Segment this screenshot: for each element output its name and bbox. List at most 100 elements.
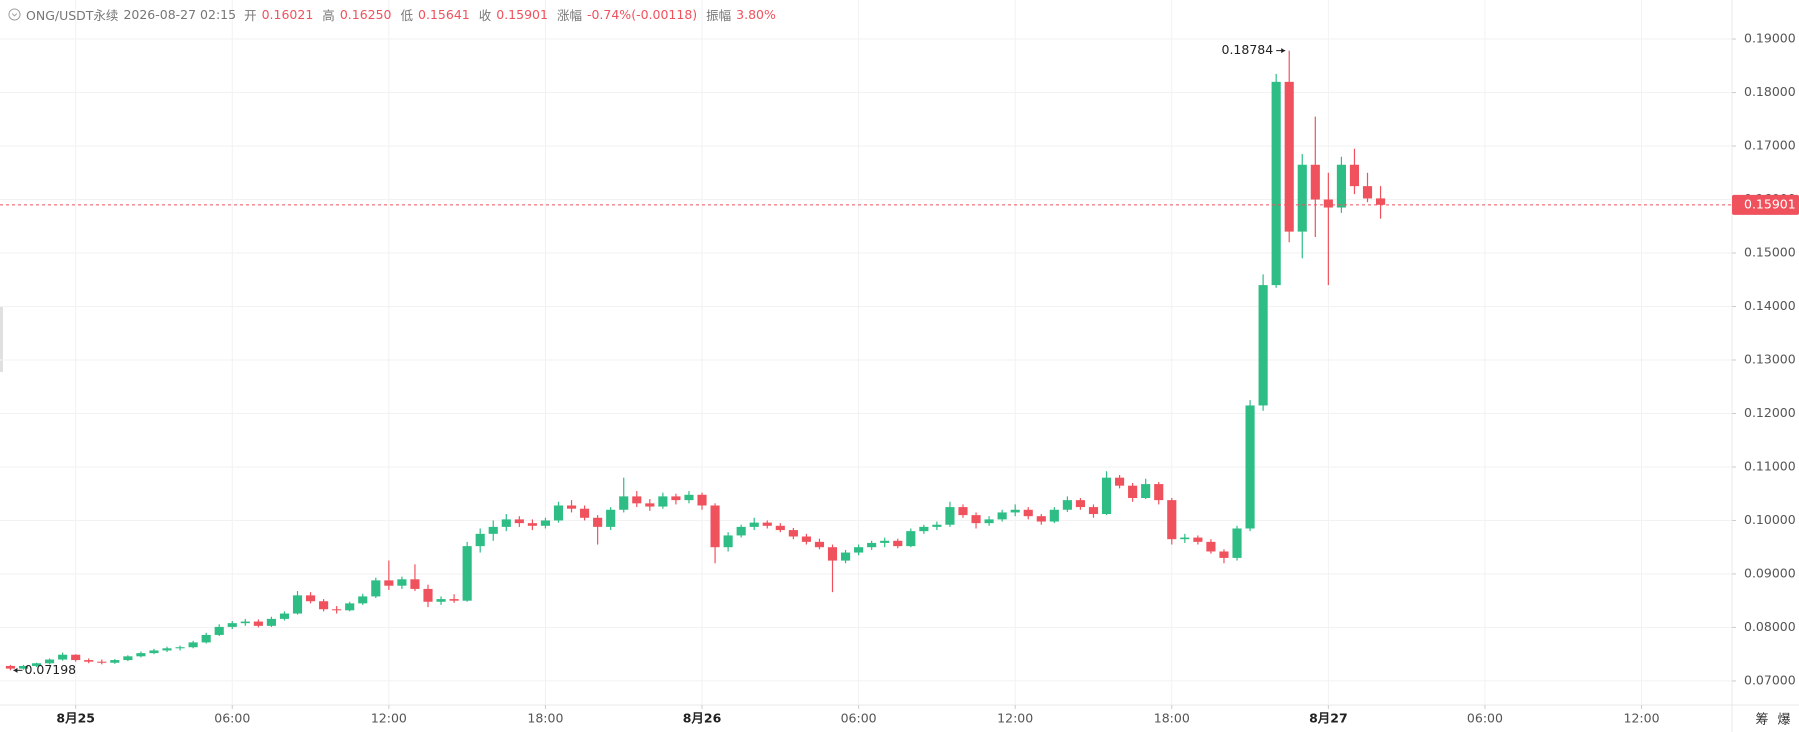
candle-body [867, 542, 877, 548]
candle-body [1284, 81, 1294, 232]
x-tick-label: 18:00 [527, 711, 563, 726]
candle-body [1023, 509, 1033, 517]
arrow-head [13, 667, 18, 673]
candle-body [1128, 485, 1138, 498]
candle-body [854, 547, 864, 553]
low-label: 0.07198 [24, 662, 76, 677]
candle-body [175, 647, 185, 649]
candle-body [149, 650, 159, 654]
corner-label: 爆 [1777, 713, 1790, 728]
candle-body [1297, 164, 1307, 232]
y-tick-label: 0.13000 [1744, 351, 1796, 366]
candle-body [449, 599, 459, 601]
y-tick-label: 0.14000 [1744, 298, 1796, 313]
candle-body [984, 519, 994, 524]
candle-body [410, 579, 420, 589]
candle-body [384, 580, 394, 586]
header-label: 低 [400, 7, 414, 23]
candle-body [253, 621, 263, 626]
candle-body [1362, 186, 1373, 199]
candle-body [201, 634, 211, 643]
candle-body [1088, 507, 1099, 515]
candle-body [266, 618, 276, 626]
candle-body [814, 541, 825, 548]
candle-body [919, 526, 929, 532]
candle-body [1336, 164, 1346, 208]
candle-body [31, 663, 42, 666]
candle-body [319, 601, 329, 610]
candle-body [540, 520, 551, 526]
candle-body [358, 596, 368, 604]
candle-body [1349, 164, 1360, 187]
candle-body [1193, 537, 1203, 542]
candle-body [1101, 477, 1112, 515]
candle-body [1075, 500, 1086, 508]
candle-body [671, 496, 681, 501]
candle-body [1206, 541, 1216, 552]
candle-body [619, 496, 629, 510]
candle-body [1180, 537, 1190, 540]
candle-body [632, 496, 642, 504]
candle-body [188, 642, 198, 648]
high-label: 0.18784 [1222, 42, 1274, 57]
candle-body [1010, 509, 1020, 513]
candle-body [593, 517, 603, 527]
header-value: 0.16021 [261, 6, 314, 22]
candle-body [97, 661, 107, 663]
candle-body [5, 665, 16, 669]
y-tick-label: 0.07000 [1744, 672, 1796, 687]
header-label: 涨幅 [556, 7, 582, 23]
candle-body [1323, 199, 1333, 208]
candle-body [606, 509, 616, 527]
x-tick-label: 12:00 [1624, 711, 1660, 726]
collapse-icon[interactable] [8, 7, 21, 21]
candle-body [501, 519, 511, 527]
candle-body [1219, 551, 1229, 558]
candle-body [371, 580, 381, 597]
y-tick-label: 0.09000 [1744, 565, 1796, 580]
candle-body [840, 552, 851, 561]
left-handle [0, 306, 3, 372]
header-value: 0.16250 [339, 6, 392, 22]
header: ONG/USDT永续 2026-08-27 02:15 开 0.16021 高 0.1… [8, 4, 785, 24]
candle-body [1141, 484, 1151, 498]
candle-body [1258, 285, 1268, 406]
candle-body [345, 603, 355, 611]
header-label: 开 [244, 7, 257, 23]
candle-body [279, 613, 290, 619]
candle-body [762, 522, 772, 526]
candle-body [893, 540, 903, 547]
header-label: 收 [478, 7, 492, 23]
y-tick-label: 0.12000 [1744, 405, 1796, 420]
candle-body [945, 507, 955, 525]
x-tick-label: 06:00 [841, 711, 877, 726]
candle-body [162, 648, 172, 651]
header-label: 高 [322, 7, 335, 23]
candle-body [462, 546, 472, 601]
candle-body [1154, 484, 1164, 501]
time: 2026-08-27 02:15 [123, 6, 237, 22]
x-tick-label: 8月27 [1309, 711, 1348, 726]
candle-body [553, 505, 564, 521]
candle-body [788, 530, 798, 537]
x-tick-label: 06:00 [214, 711, 250, 726]
candle-body [1167, 500, 1177, 540]
candle-body [684, 494, 694, 501]
candle-body [305, 595, 316, 602]
candle-body [136, 653, 146, 657]
candle-body [71, 654, 81, 661]
x-tick-label: 8月26 [683, 711, 722, 726]
x-tick-label: 18:00 [1154, 711, 1190, 726]
y-tick-label: 0.18000 [1744, 84, 1796, 99]
y-tick-label: 0.19000 [1744, 31, 1796, 46]
corner-label: 筹 [1755, 712, 1768, 728]
candle-body [580, 508, 590, 518]
candle-body [475, 533, 485, 547]
candle-body [827, 547, 838, 561]
candle-body [906, 531, 916, 547]
candle-body [697, 494, 707, 506]
symbol: ONG/USDT永续 [26, 7, 119, 23]
candle-body [436, 599, 446, 602]
x-tick-label: 12:00 [997, 711, 1033, 726]
